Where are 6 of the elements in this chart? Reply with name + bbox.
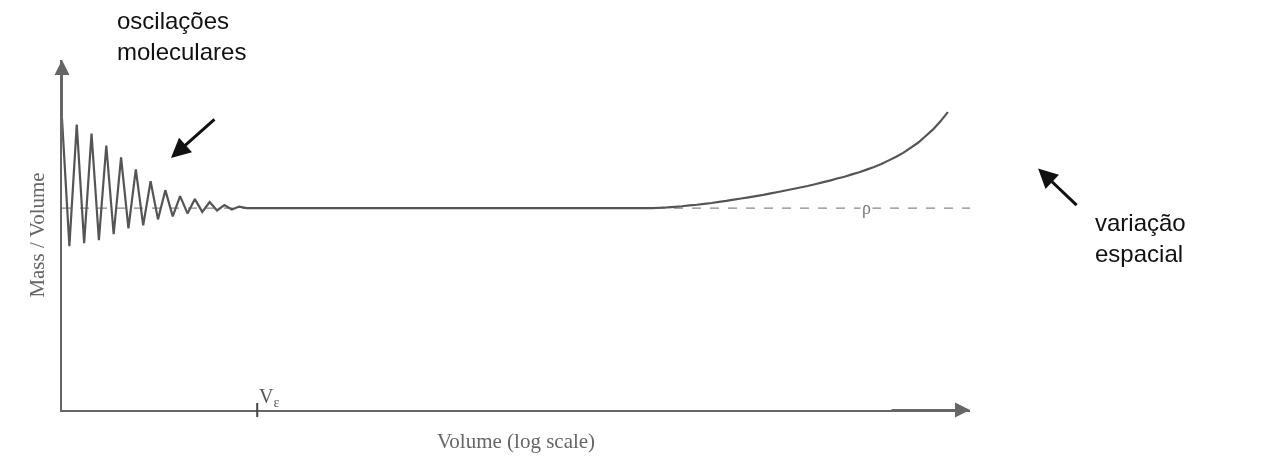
x-axis-title: Volume (log scale) bbox=[436, 428, 596, 453]
y-axis-title: Mass / Volume bbox=[24, 172, 49, 298]
ref-line-label: ρ bbox=[862, 198, 871, 218]
text: variação espacial bbox=[1095, 209, 1186, 268]
text: oscilações moleculares bbox=[117, 7, 247, 66]
annotation: V$_{ε}$ bbox=[259, 385, 280, 411]
